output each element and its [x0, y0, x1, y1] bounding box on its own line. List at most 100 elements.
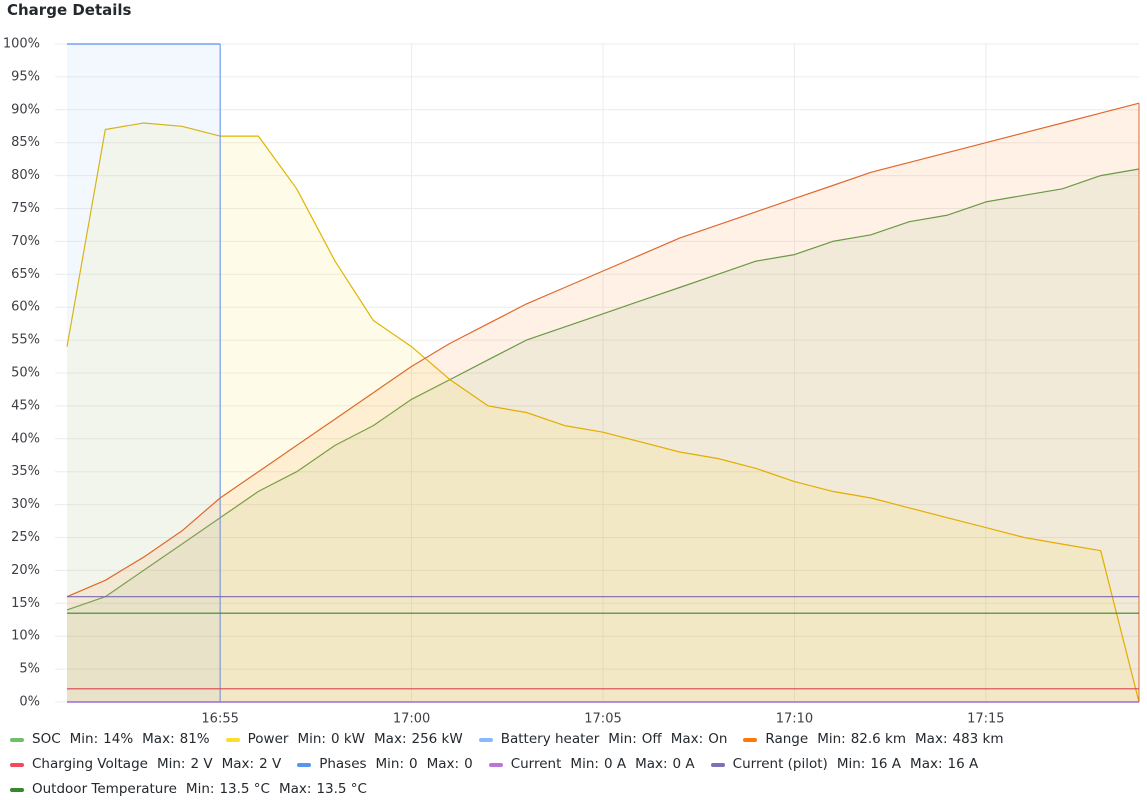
legend-stat-label: Min: [156, 756, 186, 772]
legend-item[interactable]: Range Min: 82.6 km Max: 483 km [743, 729, 1004, 750]
legend-item[interactable]: Outdoor Temperature Min: 13.5 °C Max: 13.5 °… [10, 779, 367, 800]
legend-stat-label: Min: [297, 731, 326, 747]
legend-swatch [225, 737, 240, 742]
y-tick-label: 55% [11, 333, 40, 348]
legend-stat-label: Max: [910, 756, 943, 772]
legend-stat-value: 14% [103, 731, 134, 747]
legend-stat-label: Min: [185, 781, 215, 797]
legend-stat-label: Min: [69, 731, 99, 747]
legend-label: Current [510, 756, 562, 772]
y-tick-label: 95% [11, 69, 40, 84]
series-line [66, 122, 1140, 703]
y-tick-label: 35% [11, 464, 40, 479]
legend-stat-value: 13.5 °C [219, 781, 270, 797]
legend-swatch [488, 762, 503, 767]
legend-label: Current (pilot) [732, 756, 828, 772]
legend-stat-label: Max: [915, 731, 948, 747]
legend-label: Power [247, 731, 289, 747]
y-tick-label: 80% [11, 168, 40, 183]
legend-stat-label: Max: [221, 756, 255, 772]
legend-stat-value: 0 kW [330, 731, 366, 747]
legend-stat-value: 256 kW [411, 731, 463, 747]
x-tick-label: 17:10 [776, 712, 813, 726]
y-tick-label: 5% [19, 662, 40, 677]
legend-stat-value: 483 km [952, 731, 1004, 747]
y-tick-label: 85% [11, 135, 40, 150]
y-tick-label: 0% [19, 695, 40, 710]
y-tick-label: 10% [11, 629, 40, 644]
legend-stat-value: 16 A [870, 756, 902, 772]
legend-stat-label: Max: [278, 781, 312, 797]
legend-stat-label: Min: [375, 756, 405, 772]
legend-swatch [478, 737, 493, 742]
legend-stat-value: 0 A [603, 756, 627, 772]
legend-swatch [743, 737, 758, 742]
legend-item[interactable]: Charging Voltage Min: 2 V Max: 2 V [10, 754, 281, 775]
legend-swatch [10, 737, 24, 742]
panel-title: Charge Details [7, 1, 132, 19]
legend-stat-value: Off [641, 731, 662, 747]
y-tick-label: 75% [11, 201, 40, 216]
legend-swatch [710, 762, 725, 767]
y-tick-label: 60% [11, 300, 40, 315]
y-tick-label: 20% [11, 563, 40, 578]
y-tick-label: 30% [11, 497, 40, 512]
y-tick-label: 100% [3, 37, 40, 52]
legend-stat-label: Max: [374, 731, 407, 747]
legend-stat-label: Min: [570, 756, 599, 772]
legend-stat-value: 82.6 km [850, 731, 907, 747]
legend-item[interactable]: Phases Min: 0 Max: 0 [297, 754, 473, 775]
series-area [67, 169, 1139, 702]
legend-stat-label: Max: [635, 756, 668, 772]
legend-item[interactable]: Current Min: 0 A Max: 0 A [488, 754, 695, 775]
series-line [66, 102, 1140, 598]
y-tick-label: 65% [11, 267, 40, 282]
legend-stat-value: 0 [409, 756, 418, 772]
legend-stat-value: 13.5 °C [316, 781, 367, 797]
y-tick-label: 45% [11, 398, 40, 413]
legend-label: Range [765, 731, 809, 747]
y-tick-label: 50% [11, 366, 40, 381]
legend-stat-label: Max: [142, 731, 175, 747]
legend-stat-value: 16 A [947, 756, 979, 772]
y-tick-label: 15% [11, 596, 40, 611]
legend-stat-value: 0 A [672, 756, 695, 772]
legend-swatch [10, 787, 24, 792]
legend-stat-label: Min: [836, 756, 866, 772]
legend-label: Outdoor Temperature [32, 781, 177, 797]
legend-stat-value: 0 [464, 756, 473, 772]
series-area [67, 123, 1139, 702]
y-tick-label: 25% [11, 530, 40, 545]
legend-item[interactable]: Power Min: 0 kW Max: 256 kW [225, 729, 463, 750]
x-tick-label: 16:55 [201, 712, 238, 726]
series-line [66, 168, 1140, 611]
legend-stat-value: 2 V [190, 756, 213, 772]
x-tick-label: 17:15 [967, 712, 1004, 726]
legend-swatch [10, 762, 24, 767]
legend-label: Battery heater [500, 731, 600, 747]
legend-stat-value: On [708, 731, 728, 747]
y-tick-label: 90% [11, 102, 40, 117]
legend-stat-value: 2 V [259, 756, 282, 772]
series-area [67, 103, 1139, 702]
legend-label: Phases [319, 756, 367, 772]
legend-stat-label: Min: [608, 731, 637, 747]
legend-swatch [297, 762, 312, 767]
legend-item[interactable]: SOC Min: 14% Max: 81% [10, 729, 210, 750]
legend-stat-label: Min: [817, 731, 846, 747]
legend-item[interactable]: Current (pilot) Min: 16 A Max: 16 A [710, 754, 979, 775]
legend: SOC Min: 14% Max: 81% Power Min: 0 kW Max: 256 kW… [10, 729, 1140, 800]
x-tick-label: 17:05 [584, 712, 621, 726]
legend-stat-value: 81% [179, 731, 210, 747]
legend-stat-label: Max: [670, 731, 704, 747]
legend-label: Charging Voltage [32, 756, 148, 772]
legend-item[interactable]: Battery heater Min: Off Max: On [478, 729, 728, 750]
x-tick-label: 17:00 [393, 712, 430, 726]
legend-stat-label: Max: [426, 756, 460, 772]
y-tick-label: 40% [11, 431, 40, 446]
series-area [67, 44, 221, 702]
chart: 0% 5% 10% 15% 20% 25% 30% 35% 40% 45% 50% 55% 60% 65%… [3, 37, 1140, 726]
legend-label: SOC [32, 731, 61, 747]
y-tick-label: 70% [11, 234, 40, 249]
